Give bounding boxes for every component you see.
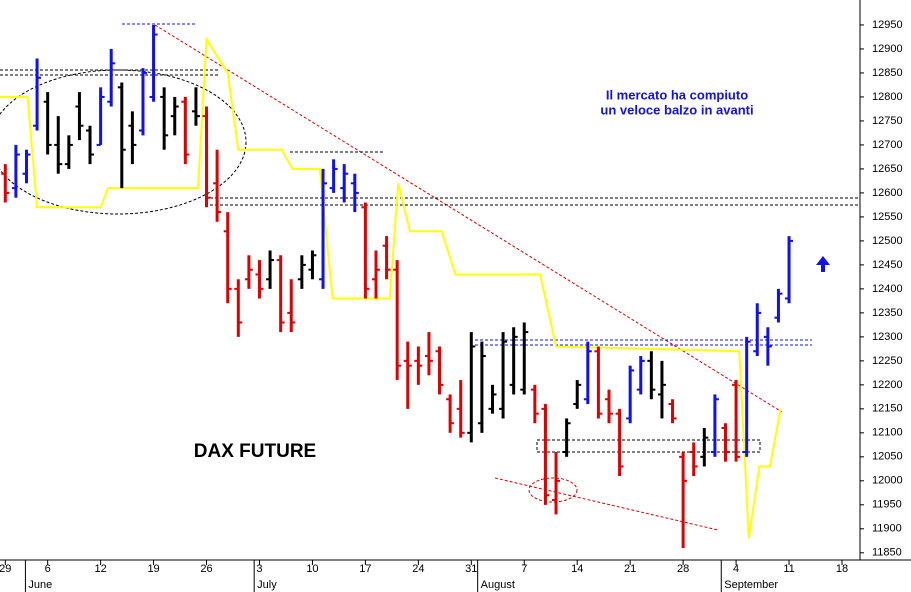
ellipse: [0, 69, 247, 215]
y-tick-label: 12800: [872, 91, 903, 103]
month-label: August: [481, 579, 515, 591]
trend-line: [494, 477, 719, 531]
y-tick-label: 12100: [872, 427, 903, 439]
x-tick-label: 21: [624, 563, 636, 575]
y-tick-label: 12450: [872, 259, 903, 271]
y-tick-label: 12750: [872, 115, 903, 127]
x-tick-label: 11: [783, 563, 794, 575]
x-tick-label: 24: [412, 563, 424, 575]
annotations: [0, 23, 860, 531]
x-tick-label: 26: [200, 563, 212, 575]
y-tick-label: 12400: [872, 283, 903, 295]
x-tick-label: 10: [306, 563, 318, 575]
ellipse: [528, 477, 578, 503]
x-tick-label: 12: [94, 563, 106, 575]
y-tick-label: 12850: [872, 67, 903, 79]
x-tick-label: 29: [0, 563, 11, 575]
y-tick-label: 11900: [872, 523, 902, 535]
x-tick-label: 7: [521, 563, 527, 575]
x-tick-label: 3: [256, 563, 262, 575]
month-label: September: [724, 579, 778, 591]
x-tick-label: 14: [571, 563, 583, 575]
y-tick-label: 12600: [872, 187, 903, 199]
y-tick-label: 12900: [872, 43, 903, 55]
y-tick-label: 12250: [872, 355, 903, 367]
annotation: Il mercato ha compiuto: [606, 87, 748, 102]
x-tick-label: 31: [465, 563, 477, 575]
stop-line: [0, 36, 782, 539]
annotation: un veloce balzo in avanti: [600, 102, 753, 117]
month-label: June: [28, 579, 52, 591]
y-tick-label: 12700: [872, 139, 903, 151]
x-tick-label: 19: [147, 563, 159, 575]
y-tick-label: 12300: [872, 331, 903, 343]
y-tick-label: 12500: [872, 235, 903, 247]
y-tick-label: 12200: [872, 379, 903, 391]
x-tick-label: 28: [677, 563, 689, 575]
y-tick-label: 11850: [872, 547, 902, 559]
y-tick-label: 12950: [872, 19, 903, 31]
x-tick-label: 18: [836, 563, 848, 575]
arrow-icon: [816, 256, 830, 272]
trend-line: [154, 24, 783, 413]
x-tick-label: 17: [359, 563, 371, 575]
y-tick-label: 12550: [872, 211, 903, 223]
x-tick-label: 4: [733, 563, 739, 575]
y-tick-label: 12350: [872, 307, 903, 319]
x-tick-label: 6: [45, 563, 51, 575]
y-tick-label: 11950: [872, 499, 902, 511]
level-box: [536, 439, 761, 453]
y-tick-label: 12150: [872, 403, 903, 415]
chart-title: DAX FUTURE: [194, 441, 316, 462]
month-label: July: [257, 579, 277, 591]
y-tick-label: 12050: [872, 451, 903, 463]
y-tick-label: 12000: [872, 475, 903, 487]
y-tick-label: 12650: [872, 163, 903, 175]
